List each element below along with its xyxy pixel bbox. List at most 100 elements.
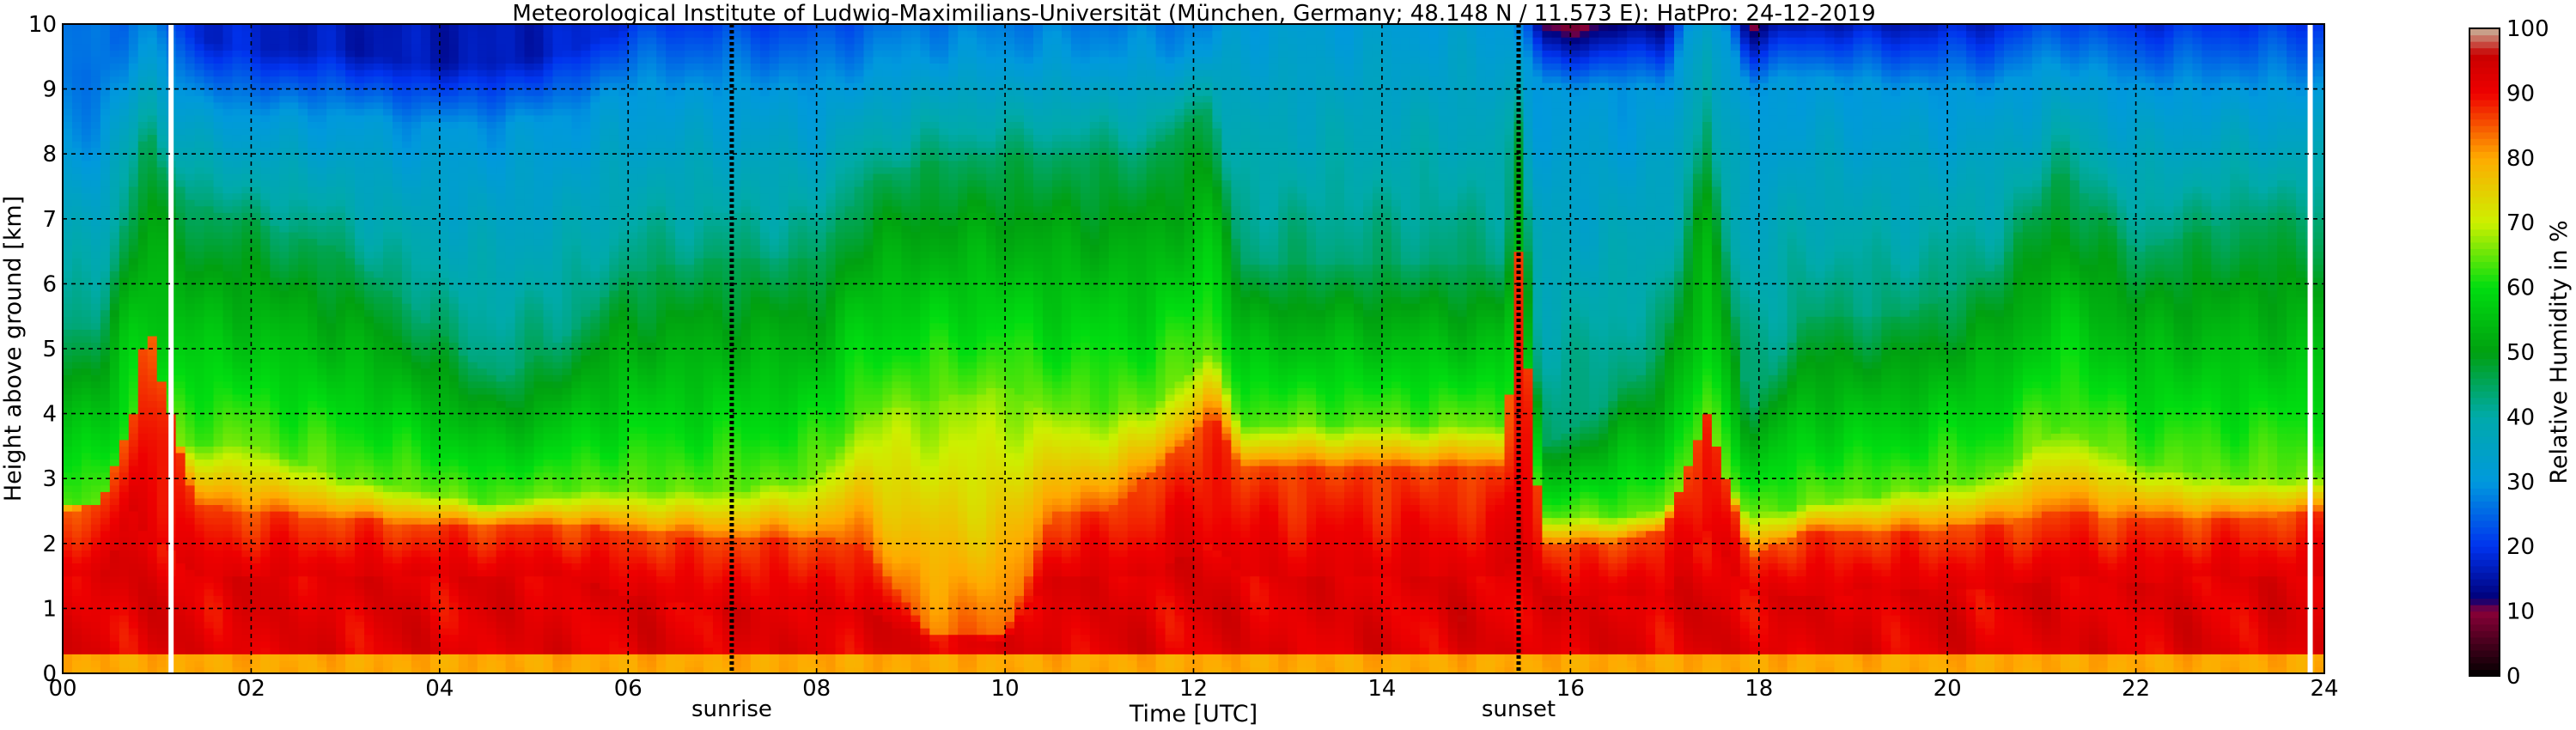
heatmap-cell: [157, 37, 167, 44]
heatmap-cell: [289, 271, 299, 277]
heatmap-cell: [260, 76, 271, 82]
heatmap-cell: [279, 336, 289, 343]
heatmap-cell: [214, 219, 224, 226]
heatmap-cell: [223, 161, 234, 167]
heatmap-cell: [487, 44, 497, 51]
heatmap-cell: [270, 167, 280, 173]
heatmap-cell: [506, 648, 516, 654]
heatmap-cell: [308, 362, 318, 368]
heatmap-cell: [336, 238, 346, 245]
heatmap-cell: [91, 232, 101, 239]
heatmap-cell: [214, 569, 224, 576]
heatmap-cell: [279, 199, 289, 206]
heatmap-cell: [374, 31, 384, 38]
heatmap-cell: [148, 297, 158, 304]
heatmap-cell: [383, 608, 393, 615]
heatmap-cell: [364, 316, 375, 323]
heatmap-cell: [478, 394, 488, 401]
heatmap-cell: [129, 310, 139, 317]
heatmap-cell: [214, 206, 224, 213]
heatmap-cell: [270, 258, 280, 265]
heatmap-cell: [72, 232, 82, 239]
heatmap-cell: [374, 128, 384, 135]
heatmap-cell: [383, 167, 393, 173]
heatmap-cell: [129, 589, 139, 596]
heatmap-cell: [204, 362, 215, 368]
heatmap-cell: [176, 356, 186, 362]
heatmap-cell: [279, 595, 289, 602]
heatmap-cell: [186, 381, 196, 388]
heatmap-cell: [449, 589, 460, 596]
heatmap-cell: [421, 37, 431, 44]
heatmap-cell: [138, 245, 149, 252]
heatmap-cell: [393, 557, 403, 563]
heatmap-cell: [411, 557, 422, 563]
heatmap-cell: [525, 297, 535, 304]
heatmap-cell: [63, 271, 73, 277]
heatmap-cell: [421, 641, 431, 648]
heatmap-cell: [496, 70, 507, 76]
heatmap-cell: [186, 641, 196, 648]
heatmap-cell: [355, 70, 365, 76]
heatmap-cell: [223, 336, 234, 343]
heatmap-cell: [506, 329, 516, 336]
heatmap-cell: [459, 95, 469, 102]
heatmap-cell: [289, 491, 299, 498]
heatmap-cell: [241, 485, 252, 492]
heatmap-cell: [260, 179, 271, 186]
heatmap-cell: [421, 225, 431, 232]
heatmap-cell: [91, 524, 101, 531]
heatmap-cell: [506, 511, 516, 518]
heatmap-cell: [129, 608, 139, 615]
heatmap-cell: [402, 173, 412, 180]
heatmap-cell: [129, 108, 139, 115]
heatmap-cell: [336, 427, 346, 434]
heatmap-cell: [364, 504, 375, 511]
heatmap-cell: [241, 186, 252, 193]
heatmap-cell: [129, 368, 139, 375]
heatmap-cell: [148, 362, 158, 368]
heatmap-cell: [72, 24, 82, 31]
heatmap-cell: [326, 297, 337, 304]
heatmap-cell: [91, 654, 101, 660]
heatmap-cell: [232, 368, 242, 375]
heatmap-cell: [506, 400, 516, 407]
heatmap-cell: [459, 179, 469, 186]
heatmap-cell: [374, 524, 384, 531]
heatmap-cell: [383, 271, 393, 277]
heatmap-cell: [110, 544, 120, 551]
heatmap-cell: [430, 24, 441, 31]
heatmap-cell: [440, 569, 450, 576]
heatmap-cell: [63, 225, 73, 232]
heatmap-cell: [459, 265, 469, 271]
heatmap-cell: [241, 24, 252, 31]
heatmap-cell: [82, 57, 92, 64]
heatmap-cell: [430, 400, 441, 407]
heatmap-cell: [298, 557, 308, 563]
heatmap-cell: [176, 381, 186, 388]
heatmap-cell: [110, 206, 120, 213]
heatmap-cell: [63, 544, 73, 551]
heatmap-cell: [129, 135, 139, 142]
heatmap-cell: [289, 232, 299, 239]
heatmap-cell: [289, 128, 299, 135]
heatmap-cell: [232, 76, 242, 82]
heatmap-cell: [506, 420, 516, 427]
heatmap-cell: [279, 400, 289, 407]
heatmap-cell: [241, 37, 252, 44]
heatmap-cell: [148, 206, 158, 213]
heatmap-cell: [496, 283, 507, 290]
heatmap-cell: [393, 498, 403, 505]
heatmap-cell: [459, 238, 469, 245]
heatmap-cell: [270, 654, 280, 660]
heatmap-cell: [468, 446, 478, 453]
heatmap-cell: [506, 258, 516, 265]
heatmap-cell: [440, 550, 450, 557]
heatmap-cell: [459, 154, 469, 161]
heatmap-cell: [260, 329, 271, 336]
heatmap-cell: [214, 576, 224, 583]
heatmap-cell: [129, 173, 139, 180]
heatmap-cell: [204, 206, 215, 213]
heatmap-cell: [393, 179, 403, 186]
heatmap-cell: [232, 186, 242, 193]
